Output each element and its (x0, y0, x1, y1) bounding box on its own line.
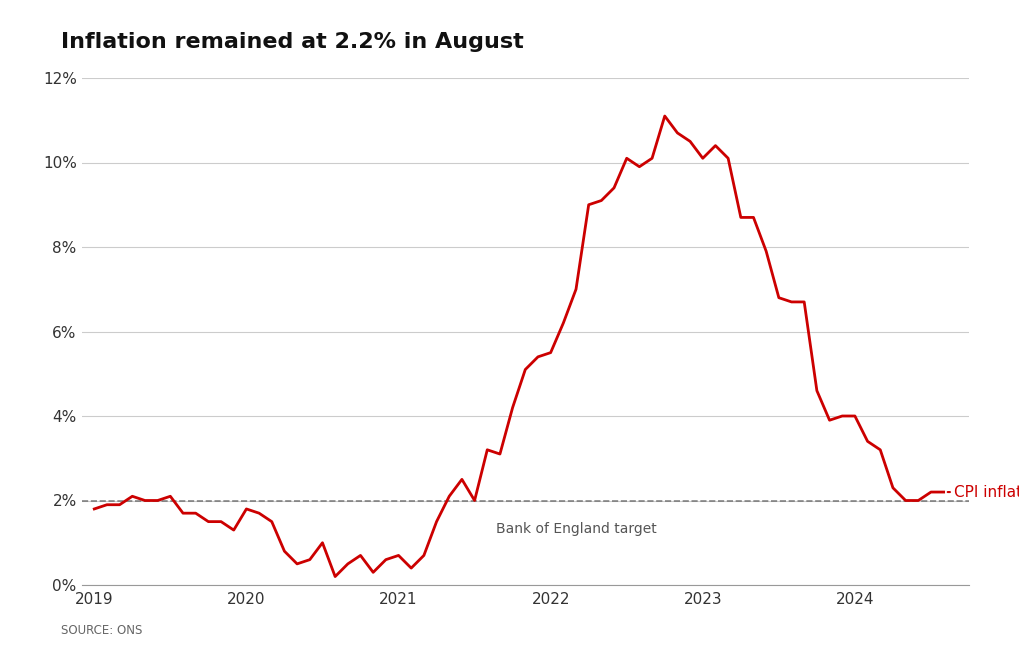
Text: SOURCE: ONS: SOURCE: ONS (61, 624, 143, 637)
Text: CPI inflation: CPI inflation (953, 484, 1019, 500)
Text: Inflation remained at 2.2% in August: Inflation remained at 2.2% in August (61, 32, 524, 53)
Text: Bank of England target: Bank of England target (495, 521, 656, 536)
